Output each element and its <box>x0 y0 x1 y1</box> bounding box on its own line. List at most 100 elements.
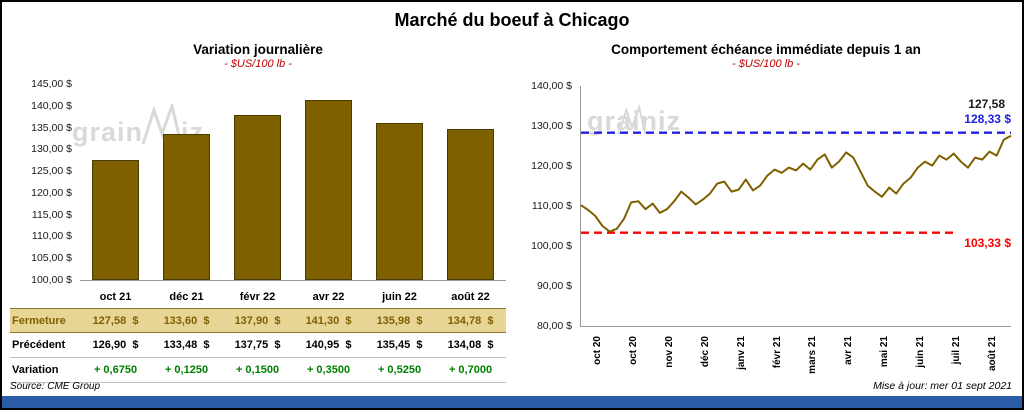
bar-chart-y-axis: 145,00 $ 140,00 $ 135,00 $ 130,00 $ 125,00 $… <box>10 78 80 286</box>
y-axis-tick-label: 100,00 $ <box>531 240 572 252</box>
bar-series <box>80 84 506 280</box>
x-axis-category-label: août 22 <box>451 291 490 303</box>
low-reference-label: 103,33 $ <box>964 236 1011 250</box>
updated-note: Mise à jour: mer 01 sept 2021 <box>873 380 1012 392</box>
table-cell: 133,48 $ <box>163 339 210 351</box>
x-axis-tick-slot: août 21 <box>974 332 1010 380</box>
bar-chart-plot-area: grain iz <box>72 84 506 281</box>
bar-chart-title: Variation journalière <box>193 42 323 57</box>
y-axis-tick-label: 135,00 $ <box>31 121 72 134</box>
table-row-variation: Variation + 0,6750 + 0,1250 + 0,1500 + 0,350… <box>10 358 506 383</box>
line-chart-subtitle: - $US/100 lb - <box>732 58 800 70</box>
x-axis-tick-slot: janv 21 <box>723 332 759 380</box>
table-cell: 127,58 $ <box>92 314 139 327</box>
x-axis-tick-label: mars 21 <box>807 336 819 374</box>
table-cell: + 0,3500 <box>306 364 351 376</box>
y-axis-tick-label: 130,00 $ <box>31 143 72 156</box>
watermark-zigzag-icon <box>141 104 183 145</box>
bar <box>234 114 281 280</box>
daily-variation-panel: Variation journalière - $US/100 lb - 145… <box>10 38 506 383</box>
price-line-svg <box>581 86 1011 326</box>
x-axis-tick-slot: févr 21 <box>759 332 795 380</box>
line-chart-x-axis: oct 20 oct 20 nov 20 déc 20 janv 21 févr 21 ma… <box>580 332 1010 380</box>
one-year-trend-panel: Comportement échéance immédiate depuis 1… <box>514 38 1018 380</box>
watermark-zigzag-icon <box>617 103 647 135</box>
bar-chart-subtitle: - $US/100 lb - <box>224 58 292 70</box>
table-cell: + 0,7000 <box>448 364 493 376</box>
last-price-label: 127,58 <box>968 97 1005 111</box>
x-axis-tick-label: oct 20 <box>592 336 604 365</box>
y-axis-tick-label: 90,00 $ <box>536 280 572 292</box>
table-cell: 134,78 $ <box>447 314 494 327</box>
bar-slot <box>151 84 222 280</box>
table-cell: + 0,1250 <box>164 364 209 376</box>
page-title: Marché du boeuf à Chicago <box>394 10 630 30</box>
y-axis-tick-label: 115,00 $ <box>31 208 72 221</box>
x-axis-tick-slot: juin 21 <box>902 332 938 380</box>
x-axis-tick-slot: nov 20 <box>652 332 688 380</box>
x-axis-tick-label: juin 21 <box>914 336 926 368</box>
table-cell: + 0,5250 <box>377 364 422 376</box>
x-axis-tick-slot: mai 21 <box>867 332 903 380</box>
y-axis-tick-label: 120,00 $ <box>531 160 572 172</box>
x-axis-tick-slot: avr 21 <box>831 332 867 380</box>
bar-slot <box>222 84 293 280</box>
bar <box>92 159 139 280</box>
price-table: Fermeture 127,58 $ 133,60 $ 137,90 $ 141,30 … <box>10 308 506 383</box>
bar <box>447 128 494 280</box>
table-row-fermeture: Fermeture 127,58 $ 133,60 $ 137,90 $ 141,30 … <box>10 308 506 333</box>
table-cell: 137,75 $ <box>234 339 281 351</box>
bar-slot <box>435 84 506 280</box>
y-axis-tick-label: 125,00 $ <box>31 165 72 178</box>
bar-chart-category-axis: oct 21 déc 21 févr 22 avr 22 juin 22 août 22 <box>80 286 506 308</box>
x-axis-tick-slot: oct 20 <box>580 332 616 380</box>
table-cell: 134,08 $ <box>447 339 494 351</box>
x-axis-tick-label: août 21 <box>986 336 998 372</box>
x-axis-tick-label: févr 21 <box>771 336 783 369</box>
x-axis-tick-slot: juil 21 <box>938 332 974 380</box>
table-cell: 135,98 $ <box>376 314 423 327</box>
x-axis-tick-label: juil 21 <box>950 336 962 365</box>
x-axis-category-label: oct 21 <box>99 291 132 303</box>
table-cell: + 0,1500 <box>235 364 280 376</box>
x-axis-tick-label: mai 21 <box>879 336 891 368</box>
table-cell: 126,90 $ <box>92 339 139 351</box>
table-cell: 140,95 $ <box>305 339 352 351</box>
table-cell: 135,45 $ <box>376 339 423 351</box>
y-axis-tick-label: 120,00 $ <box>31 186 72 199</box>
bar-chart: 145,00 $ 140,00 $ 135,00 $ 130,00 $ 125,00 $… <box>10 78 506 286</box>
table-row-precedent: Précédent 126,90 $ 133,48 $ 137,75 $ 140,95 … <box>10 333 506 358</box>
high-reference-label: 128,33 $ <box>964 112 1011 126</box>
x-axis-tick-slot: oct 20 <box>616 332 652 380</box>
line-chart: 140,00 $ 130,00 $ 120,00 $ 110,00 $ 100,00 $… <box>514 80 1018 332</box>
bar-slot <box>80 84 151 280</box>
y-axis-tick-label: 145,00 $ <box>31 78 72 90</box>
footer-bar <box>2 396 1022 408</box>
x-axis-tick-label: nov 20 <box>664 336 676 368</box>
grainwiz-watermark: grain iz <box>587 103 682 137</box>
y-axis-tick-label: 140,00 $ <box>31 99 72 112</box>
y-axis-tick-label: 110,00 $ <box>531 200 572 212</box>
bar-slot <box>293 84 364 280</box>
row-label: Variation <box>12 364 59 376</box>
x-axis-tick-label: janv 21 <box>735 336 747 370</box>
bar <box>163 133 210 280</box>
x-axis-tick-slot: mars 21 <box>795 332 831 380</box>
x-axis-category-label: avr 22 <box>312 291 345 303</box>
x-axis-category-label: juin 22 <box>382 291 417 303</box>
table-cell: 137,90 $ <box>234 314 281 327</box>
x-axis-tick-slot: déc 20 <box>687 332 723 380</box>
line-chart-plot-area: grain iz 127,58 128,33 $ 103,33 $ <box>580 86 1011 327</box>
x-axis-category-label: févr 22 <box>239 291 276 303</box>
x-axis-tick-label: oct 20 <box>628 336 640 365</box>
bar <box>305 100 352 280</box>
price-line <box>581 136 1011 232</box>
y-axis-tick-label: 110,00 $ <box>31 230 72 243</box>
line-chart-title: Comportement échéance immédiate depuis 1… <box>611 42 921 57</box>
watermark-text: grain <box>72 117 144 147</box>
y-axis-tick-label: 80,00 $ <box>536 320 572 332</box>
table-cell: + 0,6750 <box>93 364 138 376</box>
line-chart-y-axis: 140,00 $ 130,00 $ 120,00 $ 110,00 $ 100,00 $… <box>514 80 580 332</box>
watermark-text: iz <box>658 106 682 136</box>
